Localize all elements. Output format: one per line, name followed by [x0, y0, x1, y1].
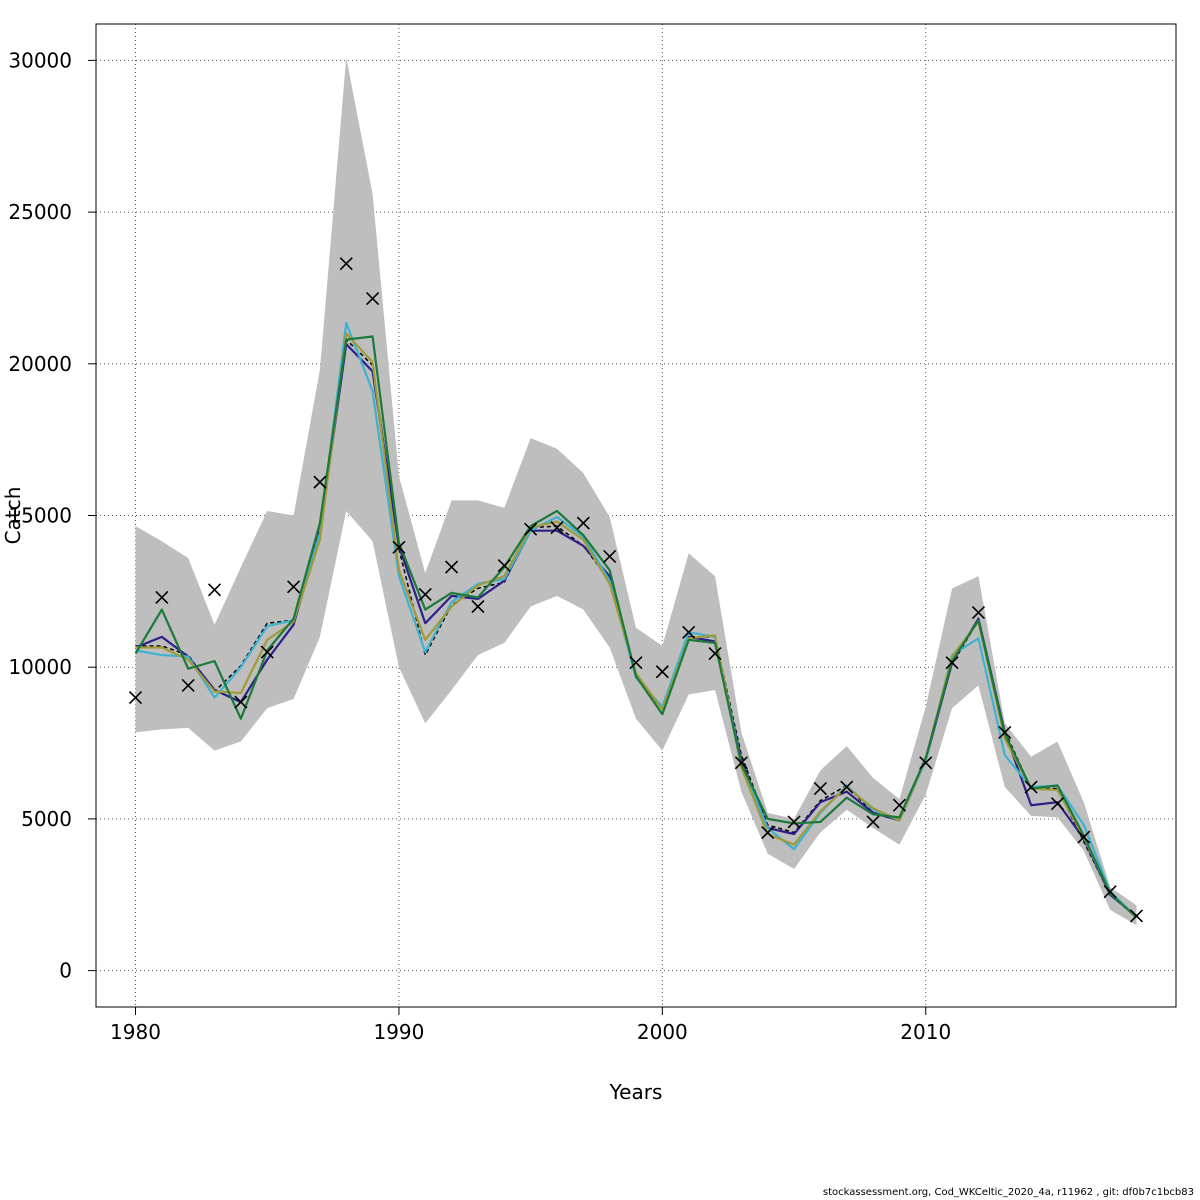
- observed-point: [708, 646, 722, 661]
- observed-point: [1050, 797, 1065, 811]
- observed-point: [892, 798, 906, 812]
- y-axis-title: Catch: [1, 487, 25, 545]
- x-axis: 1980 1990 2000 2010: [110, 1006, 951, 1044]
- observed-point: [576, 516, 590, 530]
- observed-point: [813, 781, 827, 796]
- observed-point: [234, 695, 248, 709]
- series-line-5: [134, 335, 1138, 919]
- observed-point: [418, 587, 432, 601]
- observed-point: [445, 560, 459, 574]
- y-tick-label: 20000: [8, 352, 72, 376]
- observed-point: [945, 656, 959, 670]
- y-tick-label: 15000: [8, 504, 72, 528]
- confidence-band-layer: [135, 57, 1137, 926]
- observed-point: [603, 549, 617, 564]
- x-tick-label: 1980: [110, 1020, 161, 1044]
- observed-point: [866, 815, 880, 829]
- observed-point: [998, 725, 1012, 739]
- observed-point: [971, 606, 986, 620]
- observed-point: [471, 599, 485, 614]
- observed-point: [181, 678, 195, 692]
- observed-point: [497, 558, 511, 573]
- observed-point: [919, 756, 933, 770]
- observed-point: [1129, 909, 1144, 923]
- y-axis: 0 5000 10000 15000 20000 25000 30000: [8, 48, 97, 983]
- observed-point: [1077, 830, 1091, 844]
- observed-point: [155, 590, 169, 604]
- y-tick-label: 0: [59, 959, 72, 983]
- observed-point: [207, 583, 222, 597]
- observed-point: [787, 815, 801, 829]
- x-tick-label: 2000: [637, 1020, 688, 1044]
- axes: 1980 1990 2000 2010 0 5000 10000 15000 20000 2500…: [8, 48, 951, 1044]
- observed-point: [1103, 885, 1117, 899]
- observed-point: [260, 645, 274, 659]
- observed-point: [128, 690, 143, 705]
- observed-point: [1024, 780, 1038, 794]
- y-tick-label: 5000: [21, 807, 72, 831]
- observed-point: [682, 625, 696, 639]
- observed-point: [392, 540, 406, 554]
- y-tick-label: 25000: [8, 200, 72, 224]
- observed-point: [734, 756, 748, 770]
- observed-point: [840, 780, 854, 794]
- observed-point: [313, 475, 327, 489]
- y-tick-label: 30000: [8, 48, 72, 72]
- x-axis-title: Years: [609, 1080, 663, 1104]
- observed-point: [339, 257, 353, 271]
- y-tick-label: 10000: [8, 655, 72, 679]
- observed-point: [629, 656, 643, 670]
- grid-lines: [96, 24, 1176, 1007]
- observed-point: [761, 825, 775, 840]
- x-tick-label: 1990: [373, 1020, 424, 1044]
- x-tick-label: 2010: [900, 1020, 951, 1044]
- series-layer: [134, 321, 1138, 919]
- observed-point: [550, 521, 564, 535]
- footer-credit: stockassessment.org, Cod_WKCeltic_2020_4…: [822, 1187, 1194, 1198]
- observed-point: [655, 665, 669, 679]
- observed-point: [524, 522, 538, 536]
- observed-point: [366, 292, 380, 306]
- observed-markers-layer: [128, 257, 1144, 923]
- observed-point: [286, 580, 301, 594]
- confidence-band: [135, 57, 1137, 926]
